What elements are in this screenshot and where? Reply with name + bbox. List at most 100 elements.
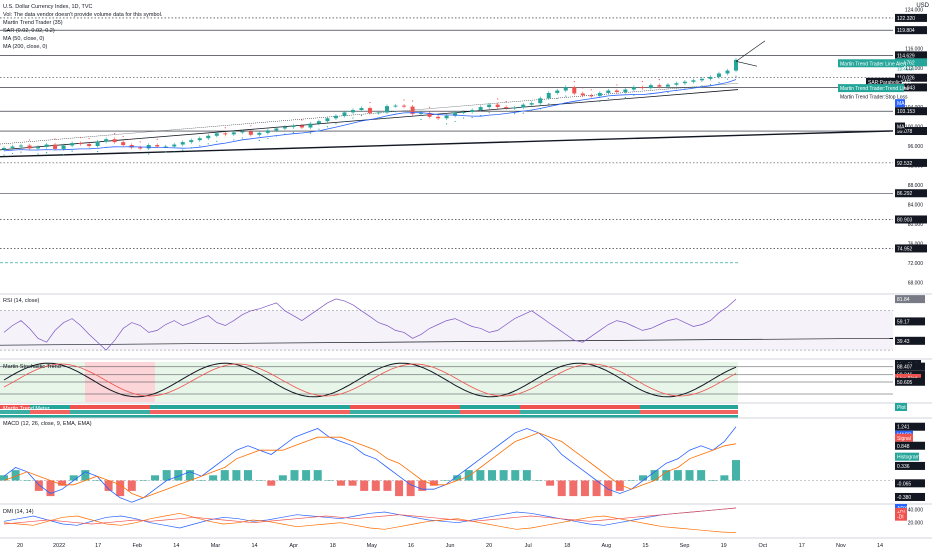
sar-dot <box>258 139 260 142</box>
candle-body <box>214 133 219 136</box>
rsi-legend[interactable]: RSI (14, close) <box>3 298 40 304</box>
sar-dot <box>446 123 448 125</box>
macd-histogram-bar <box>197 480 206 481</box>
time-axis-label: Aug <box>601 543 611 549</box>
macd-histogram-bar <box>69 475 78 481</box>
meter-row1 <box>70 405 150 409</box>
meter-row3 <box>70 415 150 418</box>
candle-body <box>691 80 696 82</box>
candle-body <box>95 141 100 146</box>
ma50-tag-bg <box>895 99 905 108</box>
level-price-tag-bg <box>895 26 927 35</box>
time-axis-label: 16 <box>408 543 414 549</box>
macd-histogram-bar <box>0 475 8 481</box>
macd-level-tag: -0.065 <box>897 481 911 487</box>
candle-body <box>172 144 177 147</box>
macd-histogram-bar <box>395 480 404 497</box>
meter-legend[interactable]: Martin Trend Meter <box>3 406 50 412</box>
rsi-trendline <box>0 337 894 346</box>
candle-body <box>299 125 304 128</box>
candle-body <box>572 87 577 94</box>
time-axis-label: 17 <box>799 543 805 549</box>
sar-dot <box>20 151 22 153</box>
candle-body <box>563 87 568 91</box>
candle-body <box>538 98 543 104</box>
candle-body <box>410 106 415 114</box>
macd-histogram-bar <box>592 480 601 497</box>
time-axis-label: 19 <box>721 543 727 549</box>
projection-arrow-down <box>735 61 758 67</box>
candle-body <box>589 95 594 97</box>
indicator-ma50[interactable]: MA (50, close, 0) <box>3 36 45 42</box>
macd-histogram-bar <box>174 470 183 481</box>
sar-dot <box>114 132 116 135</box>
sar-dot <box>224 127 226 129</box>
indicator-ma200[interactable]: MA (200, close, 0) <box>3 44 48 50</box>
sar-dot <box>318 128 320 130</box>
time-axis-label: Jul <box>525 543 532 549</box>
candle-body <box>512 107 517 109</box>
time-axis-label: 18 <box>330 543 336 549</box>
level-price-tag: 74.952 <box>897 246 913 252</box>
level-price-tag-bg <box>895 83 927 92</box>
candle-body <box>342 112 347 116</box>
dmi-legend[interactable]: DMI (14, 14) <box>3 509 34 515</box>
candle-body <box>248 131 253 135</box>
meter-row3 <box>0 415 30 418</box>
macd-histogram-bar <box>290 470 299 481</box>
candle-body <box>282 127 287 129</box>
candle-body <box>333 115 338 119</box>
indicator-sar[interactable]: SAR (0.02, 0.02, 0.2) <box>3 28 55 34</box>
sar-dot <box>28 139 31 141</box>
meter-row2 <box>150 410 350 414</box>
ma200-tag: MA <box>897 125 905 131</box>
sar-dot <box>45 151 48 154</box>
symbol-title[interactable]: U.S. Dollar Currency Index, 1D, TVC <box>3 4 93 10</box>
candle-body <box>487 104 492 108</box>
time-axis-label: 14 <box>251 543 257 549</box>
indicator-martin-trend-trader[interactable]: Martin Trend Trader (35) <box>3 20 63 26</box>
macd-histogram-bar <box>104 480 113 491</box>
candle-body <box>155 145 160 147</box>
sar-dot <box>292 132 294 134</box>
candle-body <box>265 130 270 133</box>
minus-di-tag: -DI <box>897 515 904 521</box>
signal-tag-bg <box>895 433 913 442</box>
macd-signal-line <box>3 432 737 499</box>
macd-histogram-bar <box>23 480 32 481</box>
candle-body <box>521 104 526 108</box>
rsi-value-tag: 81.84 <box>897 297 910 303</box>
dmi-minus-line <box>3 512 737 534</box>
currency-label: USD <box>916 3 929 9</box>
sar-tag-bg <box>866 77 902 86</box>
macd-level-tag: 0.336 <box>897 464 910 470</box>
sar-dot <box>122 135 124 138</box>
stoch-legend[interactable]: Martin Stochastic Trend <box>3 364 61 370</box>
candle-body <box>112 139 117 143</box>
sar-dot <box>369 101 371 104</box>
meter-row3 <box>520 415 640 418</box>
level-price-tag-bg <box>895 189 927 198</box>
time-axis-label: Oct <box>758 543 767 549</box>
rsi-band <box>0 310 893 351</box>
macd-histogram-bar <box>116 480 125 497</box>
sar-dot <box>267 137 269 140</box>
candle-body <box>36 146 41 149</box>
candle-body <box>70 143 75 146</box>
candle-body <box>427 112 432 117</box>
macd-histogram-bar <box>162 470 171 481</box>
candle-body <box>61 145 66 149</box>
sar-dot <box>326 126 329 128</box>
meter-row1 <box>0 405 30 409</box>
stop-loss-label: Martin Trend Trader:Stop Loss <box>840 94 908 100</box>
macd-histogram-bar <box>360 480 369 491</box>
meter-row1 <box>640 405 738 409</box>
sar-dot <box>556 97 558 100</box>
candle-body <box>682 81 687 84</box>
macd-legend[interactable]: MACD (12, 26, close, 9, EMA, EMA) <box>3 421 92 427</box>
meter-row2 <box>0 410 30 414</box>
rsi-level-tag: 59.17 <box>897 319 910 325</box>
candle-body <box>614 90 619 92</box>
candle-body <box>665 84 670 87</box>
